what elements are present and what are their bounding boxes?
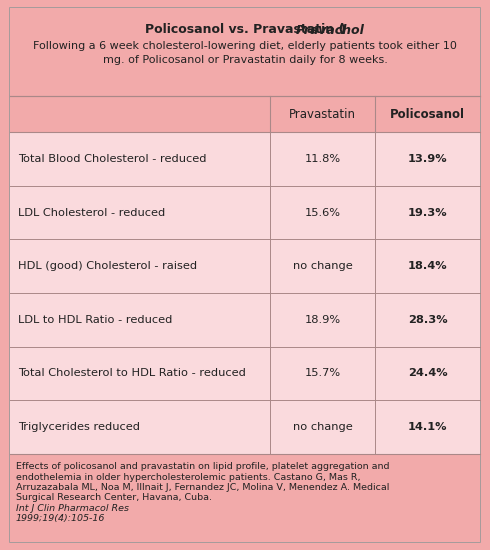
Text: Int J Clin Pharmacol Res: Int J Clin Pharmacol Res bbox=[16, 504, 129, 513]
Bar bbox=[10, 8, 480, 96]
Text: Total Cholesterol to HDL Ratio - reduced: Total Cholesterol to HDL Ratio - reduced bbox=[18, 368, 246, 378]
Text: 15.6%: 15.6% bbox=[304, 207, 341, 217]
Text: no change: no change bbox=[293, 261, 352, 271]
Bar bbox=[10, 346, 480, 400]
Text: 18.9%: 18.9% bbox=[304, 315, 341, 325]
Text: 15.7%: 15.7% bbox=[304, 368, 341, 378]
Text: Triglycerides reduced: Triglycerides reduced bbox=[18, 422, 140, 432]
Text: 24.4%: 24.4% bbox=[408, 368, 447, 378]
Text: HDL (good) Cholesterol - raised: HDL (good) Cholesterol - raised bbox=[18, 261, 197, 271]
Bar bbox=[10, 239, 480, 293]
Text: Total Blood Cholesterol - reduced: Total Blood Cholesterol - reduced bbox=[18, 154, 206, 164]
Text: Pravastatin: Pravastatin bbox=[289, 107, 356, 120]
Text: 18.4%: 18.4% bbox=[408, 261, 447, 271]
Text: Effects of policosanol and pravastatin on lipid profile, platelet aggregation an: Effects of policosanol and pravastatin o… bbox=[16, 462, 390, 471]
Text: Following a 6 week cholesterol-lowering diet, elderly patients took either 10: Following a 6 week cholesterol-lowering … bbox=[33, 41, 457, 51]
Text: 11.8%: 11.8% bbox=[304, 154, 341, 164]
Text: LDL to HDL Ratio - reduced: LDL to HDL Ratio - reduced bbox=[18, 315, 172, 325]
Bar bbox=[10, 96, 480, 132]
Text: Arruzazabala ML, Noa M, Illnait J, Fernandez JC, Molina V, Menendez A. Medical: Arruzazabala ML, Noa M, Illnait J, Ferna… bbox=[16, 483, 390, 492]
Text: Policosanol vs. Pravastatin (: Policosanol vs. Pravastatin ( bbox=[145, 24, 344, 36]
Text: ): ) bbox=[340, 24, 346, 36]
Bar bbox=[10, 186, 480, 239]
Text: 28.3%: 28.3% bbox=[408, 315, 447, 325]
Text: Policosanol: Policosanol bbox=[390, 107, 465, 120]
Bar bbox=[10, 293, 480, 346]
Text: mg. of Policosanol or Pravastatin daily for 8 weeks.: mg. of Policosanol or Pravastatin daily … bbox=[102, 55, 388, 65]
Text: Surgical Research Center, Havana, Cuba.: Surgical Research Center, Havana, Cuba. bbox=[16, 493, 212, 503]
Text: Pravachol: Pravachol bbox=[295, 24, 364, 36]
Text: 1999;19(4):105-16: 1999;19(4):105-16 bbox=[16, 514, 105, 524]
Text: 19.3%: 19.3% bbox=[408, 207, 447, 217]
Text: 13.9%: 13.9% bbox=[408, 154, 447, 164]
Bar bbox=[10, 132, 480, 186]
Bar bbox=[10, 454, 480, 542]
Text: no change: no change bbox=[293, 422, 352, 432]
Text: 14.1%: 14.1% bbox=[408, 422, 447, 432]
Text: LDL Cholesterol - reduced: LDL Cholesterol - reduced bbox=[18, 207, 165, 217]
Text: endothelemia in older hypercholesterolemic patients. Castano G, Mas R,: endothelemia in older hypercholesterolem… bbox=[16, 472, 361, 481]
Bar bbox=[10, 400, 480, 454]
